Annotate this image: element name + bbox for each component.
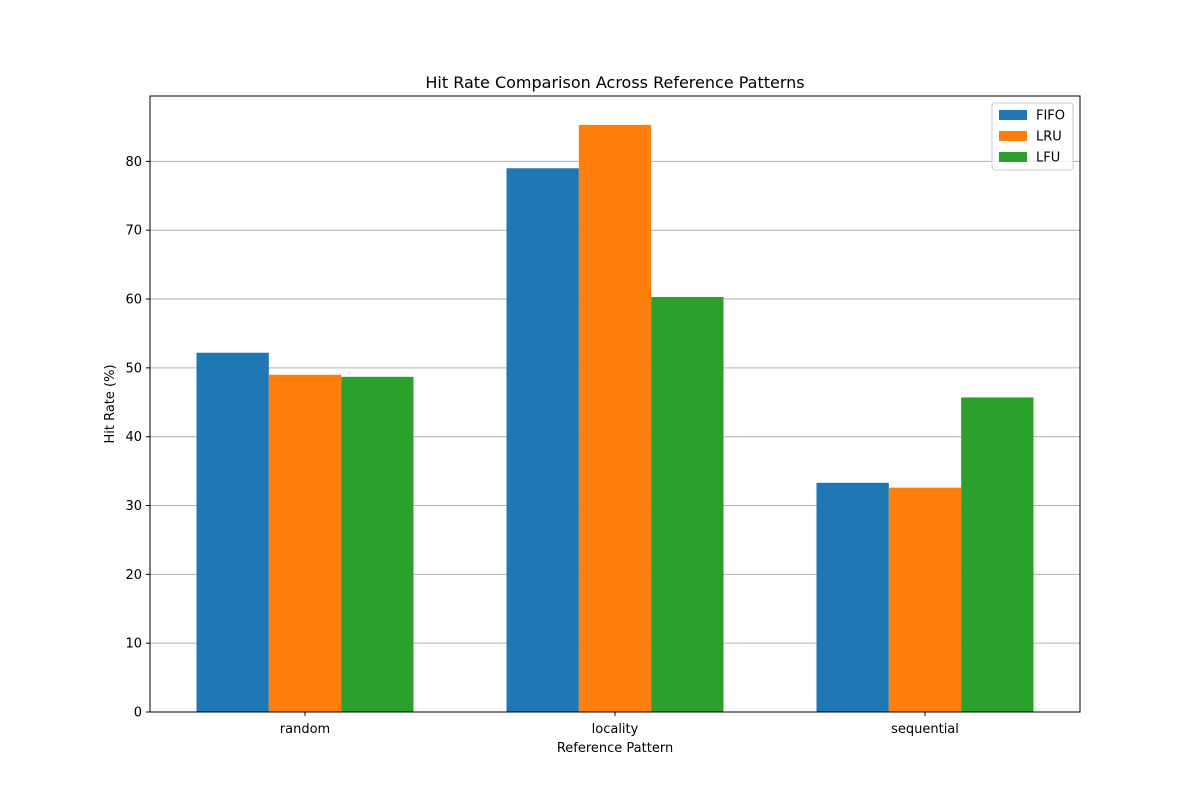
y-tick-label: 0 bbox=[134, 706, 142, 721]
y-tick-label: 10 bbox=[125, 637, 142, 652]
legend-label-lfu: LFU bbox=[1036, 151, 1060, 166]
bar-lfu-sequential bbox=[961, 397, 1034, 712]
bar-lru-locality bbox=[578, 124, 652, 712]
axis-layer: 0 10 20 30 40 50 60 70 80 random locality sequentia… bbox=[125, 155, 958, 737]
bar-fifo-sequential bbox=[816, 482, 889, 712]
y-axis-label: Hit Rate (%) bbox=[103, 364, 118, 443]
bar-fifo-locality bbox=[506, 168, 579, 712]
x-axis-label: Reference Pattern bbox=[557, 741, 673, 756]
x-tick-label: sequential bbox=[891, 722, 959, 737]
y-tick-label: 80 bbox=[125, 155, 142, 170]
y-tick-label: 60 bbox=[125, 293, 142, 308]
legend-swatch-lru bbox=[999, 131, 1027, 141]
bar-lfu-random bbox=[341, 376, 414, 712]
y-tick-label: 30 bbox=[125, 499, 142, 514]
bar-fifo-random bbox=[196, 352, 269, 712]
y-tick-label: 40 bbox=[125, 430, 142, 445]
legend-swatch-fifo bbox=[999, 110, 1027, 120]
x-tick-label: locality bbox=[592, 722, 639, 737]
bar-lru-random bbox=[268, 374, 342, 712]
chart-title: Hit Rate Comparison Across Reference Pat… bbox=[425, 73, 804, 92]
legend-swatch-lfu bbox=[999, 152, 1027, 162]
bars-layer bbox=[196, 124, 1034, 712]
y-tick-label: 70 bbox=[125, 224, 142, 239]
bar-lru-sequential bbox=[888, 487, 962, 712]
legend-label-fifo: FIFO bbox=[1036, 109, 1065, 124]
x-tick-label: random bbox=[280, 722, 330, 737]
y-tick-label: 50 bbox=[125, 361, 142, 376]
legend-label-lru: LRU bbox=[1036, 130, 1062, 145]
bar-lfu-locality bbox=[651, 296, 724, 712]
legend: FIFO LRU LFU bbox=[991, 102, 1074, 171]
y-tick-label: 20 bbox=[125, 568, 142, 583]
